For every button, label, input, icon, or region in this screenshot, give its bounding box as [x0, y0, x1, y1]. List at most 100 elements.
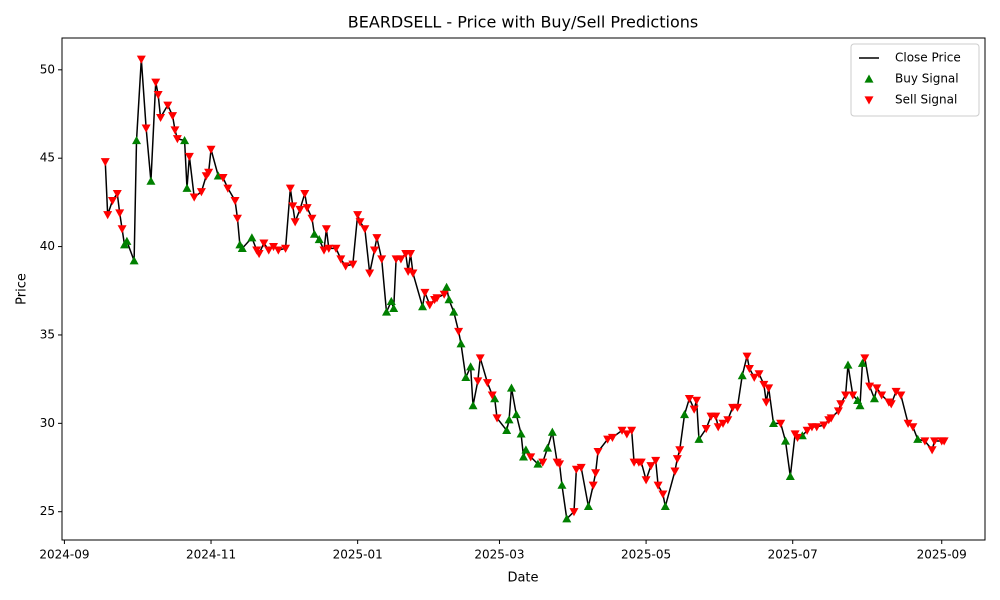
legend-box: [850, 43, 980, 117]
sell-marker: [588, 481, 598, 490]
sell-marker: [576, 463, 586, 473]
buy-marker: [502, 425, 512, 435]
sell-marker: [136, 55, 146, 64]
sell-marker: [653, 481, 663, 490]
x-tick-label: 2024-09: [39, 548, 89, 562]
sell-marker: [927, 446, 937, 455]
sell-marker: [300, 189, 310, 199]
buy-marker: [660, 501, 670, 511]
buy-marker: [869, 394, 879, 403]
buy-marker: [516, 429, 526, 438]
sell-marker: [711, 412, 721, 421]
sell-marker: [336, 255, 346, 264]
buy-marker: [855, 401, 865, 410]
sell-marker: [302, 204, 312, 213]
sell-marker: [341, 262, 351, 271]
sell-marker: [658, 490, 668, 499]
sell-marker: [617, 426, 627, 435]
sell-marker: [675, 446, 685, 455]
sell-marker: [903, 419, 913, 428]
sell-marker: [473, 377, 483, 386]
sell-marker: [732, 403, 742, 412]
sell-marker: [288, 202, 298, 211]
buy-marker: [680, 410, 690, 419]
sell-marker: [223, 184, 233, 193]
sell-marker: [360, 225, 370, 234]
sell-marker: [285, 184, 295, 193]
buy-marker: [519, 452, 528, 461]
sell-marker: [321, 225, 331, 234]
sell-marker: [269, 242, 279, 252]
sell-marker: [641, 476, 651, 485]
sell-marker: [826, 414, 836, 423]
buy-marker: [780, 436, 790, 445]
sell-marker: [230, 197, 240, 206]
buy-marker: [146, 176, 156, 185]
sell-marker: [168, 112, 178, 121]
sell-marker: [107, 197, 117, 206]
sell-marker: [627, 426, 637, 435]
sell-marker: [406, 250, 416, 259]
buy-marker: [504, 415, 514, 424]
sell-marker: [290, 218, 300, 227]
sell-marker: [254, 250, 264, 259]
sell-marker: [896, 391, 906, 400]
buy-marker: [444, 295, 454, 304]
sell-marker: [723, 416, 733, 425]
sell-marker: [420, 288, 430, 298]
sell-marker: [369, 246, 379, 255]
sell-marker: [348, 260, 358, 269]
sell-marker: [744, 364, 754, 374]
sell-marker: [295, 205, 305, 214]
sell-marker: [439, 290, 449, 299]
sell-marker: [920, 437, 930, 446]
buy-marker: [314, 235, 324, 244]
sell-marker: [670, 467, 680, 476]
sell-marker: [865, 382, 875, 391]
buy-marker: [583, 501, 593, 511]
x-tick-label: 2025-05: [621, 548, 671, 562]
sell-marker: [603, 435, 613, 444]
plot-frame: [61, 37, 986, 541]
sell-marker: [153, 90, 163, 100]
buy-marker: [180, 136, 190, 145]
sell-marker: [651, 456, 661, 465]
sell-marker: [172, 135, 182, 144]
sell-marker: [432, 294, 442, 303]
sell-marker: [841, 391, 851, 400]
buy-marker: [309, 229, 319, 238]
sell-marker: [115, 209, 125, 218]
sell-marker: [100, 158, 110, 167]
buy-marker: [913, 434, 923, 443]
buy-marker: [466, 362, 476, 371]
sell-marker: [713, 423, 723, 432]
sell-marker: [365, 269, 375, 278]
sell-marker: [163, 101, 173, 110]
buy-marker: [785, 471, 795, 480]
y-tick-label: 35: [40, 327, 55, 341]
x-tick-label: 2025-09: [917, 548, 967, 562]
sell-marker: [877, 391, 887, 400]
sell-marker: [793, 433, 803, 442]
legend-swatch: [864, 74, 874, 83]
sell-marker: [761, 398, 771, 407]
buy-marker: [506, 383, 516, 392]
sell-marker: [836, 400, 846, 409]
buy-marker: [129, 256, 139, 265]
sell-marker: [331, 244, 341, 253]
sell-marker: [569, 508, 579, 517]
sell-marker: [259, 239, 269, 248]
legend-swatch: [864, 96, 874, 105]
sell-marker: [204, 168, 214, 177]
sell-marker: [355, 218, 365, 227]
sell-marker: [264, 246, 274, 255]
sell-marker: [206, 145, 216, 154]
sell-marker: [454, 327, 464, 336]
sell-marker: [475, 354, 485, 363]
sell-marker: [487, 391, 497, 400]
sell-marker: [103, 211, 113, 220]
buy-marker: [857, 358, 867, 367]
buy-marker: [543, 443, 553, 452]
